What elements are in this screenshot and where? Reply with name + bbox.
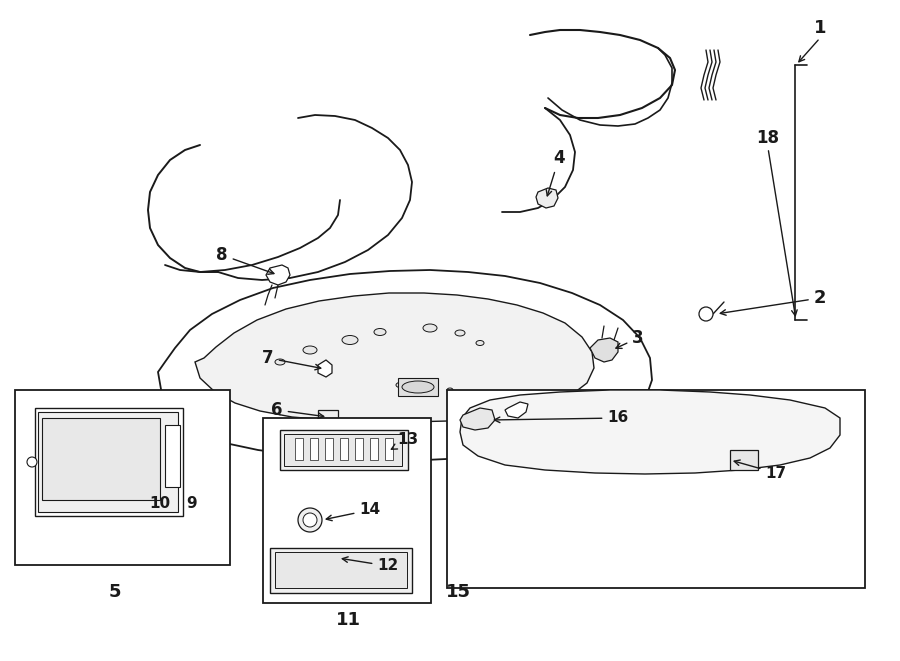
Text: 12: 12 <box>342 557 399 574</box>
Polygon shape <box>266 265 290 285</box>
Ellipse shape <box>374 329 386 336</box>
Text: 9: 9 <box>186 496 197 510</box>
Bar <box>310 438 318 460</box>
Bar <box>325 438 333 460</box>
Text: 3: 3 <box>616 329 644 348</box>
Text: 18: 18 <box>757 129 779 147</box>
Text: 10: 10 <box>149 496 171 510</box>
Bar <box>38 412 178 512</box>
Text: 7: 7 <box>262 349 320 370</box>
Circle shape <box>303 513 317 527</box>
Ellipse shape <box>396 383 404 387</box>
Bar <box>284 434 402 466</box>
Ellipse shape <box>423 324 437 332</box>
Bar <box>270 548 412 593</box>
Polygon shape <box>590 338 618 362</box>
Text: 13: 13 <box>392 432 418 449</box>
Polygon shape <box>460 390 840 474</box>
Text: 1: 1 <box>814 19 826 37</box>
Polygon shape <box>505 402 528 418</box>
Text: 2: 2 <box>720 289 826 315</box>
Text: 5: 5 <box>109 583 122 601</box>
Text: 8: 8 <box>216 246 274 274</box>
Bar <box>340 438 348 460</box>
Polygon shape <box>536 188 558 208</box>
Text: 6: 6 <box>271 401 324 419</box>
Text: 4: 4 <box>546 149 565 196</box>
Polygon shape <box>195 293 594 422</box>
Bar <box>355 438 363 460</box>
Text: 17: 17 <box>734 460 787 481</box>
Circle shape <box>699 307 713 321</box>
Circle shape <box>27 457 37 467</box>
Bar <box>370 438 378 460</box>
Text: 11: 11 <box>336 611 361 629</box>
Bar <box>318 410 338 424</box>
Polygon shape <box>318 360 332 377</box>
Bar <box>398 378 438 396</box>
Bar <box>275 552 407 588</box>
Ellipse shape <box>455 330 465 336</box>
Bar <box>447 390 865 588</box>
Bar <box>385 438 393 460</box>
Bar <box>263 418 431 603</box>
Bar <box>730 450 758 470</box>
Bar <box>15 390 230 565</box>
Ellipse shape <box>342 336 358 344</box>
Circle shape <box>298 508 322 532</box>
Bar <box>35 408 183 516</box>
Polygon shape <box>158 270 652 460</box>
Ellipse shape <box>402 381 434 393</box>
Bar <box>165 425 180 487</box>
Bar <box>42 418 160 500</box>
Ellipse shape <box>303 346 317 354</box>
Text: 15: 15 <box>446 583 471 601</box>
Text: 14: 14 <box>326 502 381 521</box>
Ellipse shape <box>275 359 285 365</box>
Text: 16: 16 <box>494 410 628 426</box>
Polygon shape <box>460 408 495 430</box>
Bar <box>295 438 303 460</box>
Bar <box>280 430 408 470</box>
Ellipse shape <box>476 340 484 346</box>
Ellipse shape <box>447 388 453 392</box>
